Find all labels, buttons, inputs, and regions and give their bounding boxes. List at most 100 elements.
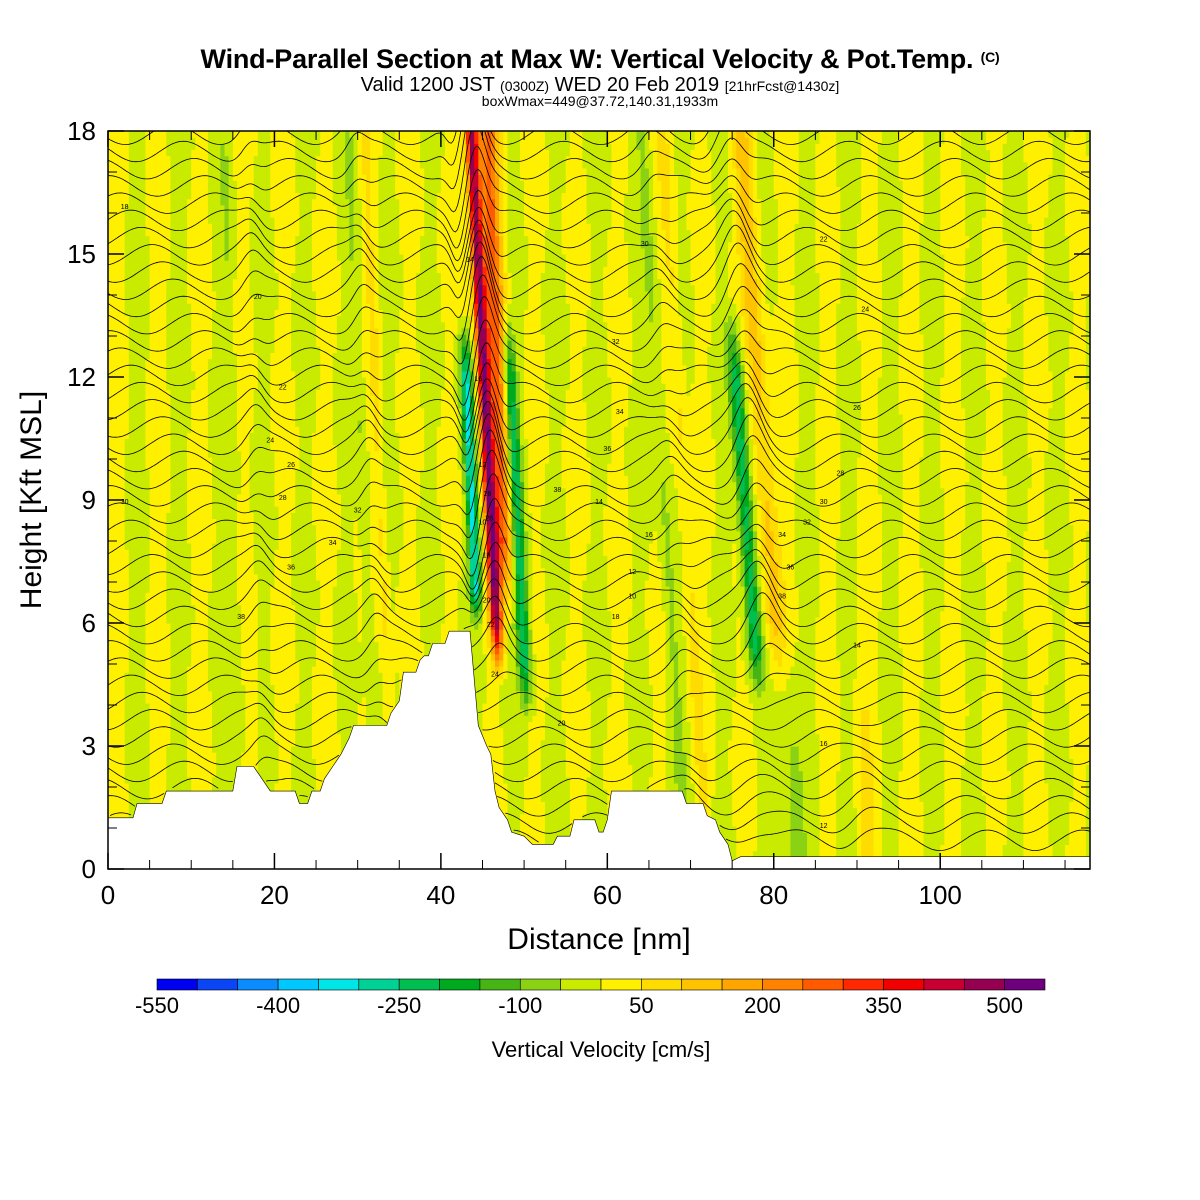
velocity-cell	[769, 530, 775, 624]
velocity-cell	[765, 647, 771, 869]
velocity-cell	[482, 284, 488, 310]
velocity-cell	[794, 223, 800, 353]
velocity-cell	[540, 801, 546, 869]
velocity-cell	[565, 303, 571, 390]
colorbar-tick-label: -250	[377, 993, 421, 1018]
velocity-cell	[628, 530, 633, 618]
velocity-cell	[869, 131, 875, 753]
velocity-cell	[232, 180, 238, 280]
velocity-cell	[752, 389, 758, 446]
velocity-cell	[990, 131, 995, 869]
velocity-cell	[607, 377, 613, 464]
velocity-cell	[769, 137, 775, 317]
velocity-cell	[1048, 407, 1054, 606]
velocity-cell	[669, 266, 675, 286]
colorbar-tick-label: -100	[498, 993, 542, 1018]
velocity-cell	[478, 395, 484, 409]
velocity-cell	[794, 456, 800, 587]
velocity-cell	[249, 432, 255, 513]
colorbar-tick-label: 200	[744, 993, 781, 1018]
velocity-cell	[270, 352, 276, 452]
velocity-cell	[678, 315, 683, 409]
theta-contour	[108, 612, 1090, 662]
velocity-cell	[648, 543, 654, 686]
velocity-cell	[461, 463, 467, 495]
velocity-cell	[1002, 377, 1008, 476]
velocity-cell	[1027, 223, 1033, 255]
velocity-cell	[744, 131, 750, 138]
velocity-cell	[524, 438, 529, 532]
velocity-cell	[1027, 721, 1033, 869]
velocity-cell	[316, 346, 321, 390]
velocity-cell	[1044, 315, 1049, 452]
velocity-cell	[478, 586, 484, 593]
velocity-cell	[270, 586, 276, 686]
velocity-cell	[478, 506, 484, 538]
velocity-cell	[474, 579, 479, 593]
velocity-cell	[457, 469, 463, 581]
velocity-cell	[482, 327, 488, 353]
velocity-cell	[465, 210, 471, 243]
velocity-cell	[370, 131, 375, 243]
velocity-cell	[478, 284, 484, 329]
velocity-cell	[415, 352, 421, 507]
velocity-cell	[661, 131, 667, 230]
velocity-cell	[191, 149, 196, 372]
velocity-cell	[332, 204, 338, 353]
velocity-cell	[782, 579, 787, 649]
velocity-cell	[544, 696, 550, 858]
velocity-cell	[236, 131, 242, 452]
velocity-cell	[819, 131, 825, 869]
contour-label: 16	[645, 532, 653, 539]
velocity-cell	[478, 536, 484, 563]
velocity-cell	[503, 272, 509, 304]
colorbar-swatch	[197, 978, 239, 991]
velocity-cell	[561, 131, 567, 194]
velocity-cell	[965, 247, 970, 470]
velocity-cell	[436, 131, 442, 194]
velocity-cell	[931, 131, 937, 869]
velocity-cell	[507, 500, 513, 526]
velocity-cell	[740, 586, 746, 661]
velocity-cell	[149, 131, 155, 869]
velocity-cell	[565, 131, 571, 157]
velocity-cell	[332, 586, 338, 679]
velocity-cell	[332, 444, 338, 587]
velocity-cell	[732, 333, 737, 353]
velocity-cell	[166, 512, 172, 624]
velocity-cell	[524, 309, 529, 440]
velocity-cell	[752, 610, 758, 655]
theta-contour	[108, 362, 1090, 433]
velocity-cell	[482, 530, 488, 550]
velocity-cell	[307, 131, 313, 869]
velocity-cell	[985, 174, 991, 390]
velocity-cell	[207, 690, 213, 827]
theta-contour	[108, 131, 1090, 145]
velocity-cell	[698, 672, 704, 833]
velocity-cell	[852, 131, 858, 679]
velocity-cell	[711, 204, 717, 304]
velocity-cell	[124, 672, 130, 784]
velocity-cell	[961, 297, 966, 409]
colorbar-swatch	[237, 978, 279, 991]
velocity-cell	[519, 678, 525, 692]
velocity-cell	[407, 131, 413, 869]
velocity-cell	[973, 131, 979, 869]
theta-contour	[108, 717, 1090, 748]
velocity-cell	[178, 131, 184, 869]
velocity-cell	[765, 395, 771, 501]
velocity-cell	[336, 493, 342, 550]
velocity-cell	[836, 131, 841, 187]
colorbar-swatch	[156, 978, 198, 991]
velocity-cell	[994, 131, 1000, 869]
contour-label: 22	[279, 384, 287, 391]
velocity-cell	[961, 174, 966, 298]
velocity-cell	[465, 241, 471, 317]
velocity-cell	[216, 131, 221, 869]
velocity-cell	[665, 143, 671, 267]
velocity-cell	[524, 131, 529, 237]
velocity-cell	[503, 333, 509, 384]
velocity-cell	[748, 401, 754, 440]
velocity-cell	[274, 739, 280, 784]
velocity-cell	[736, 352, 742, 366]
